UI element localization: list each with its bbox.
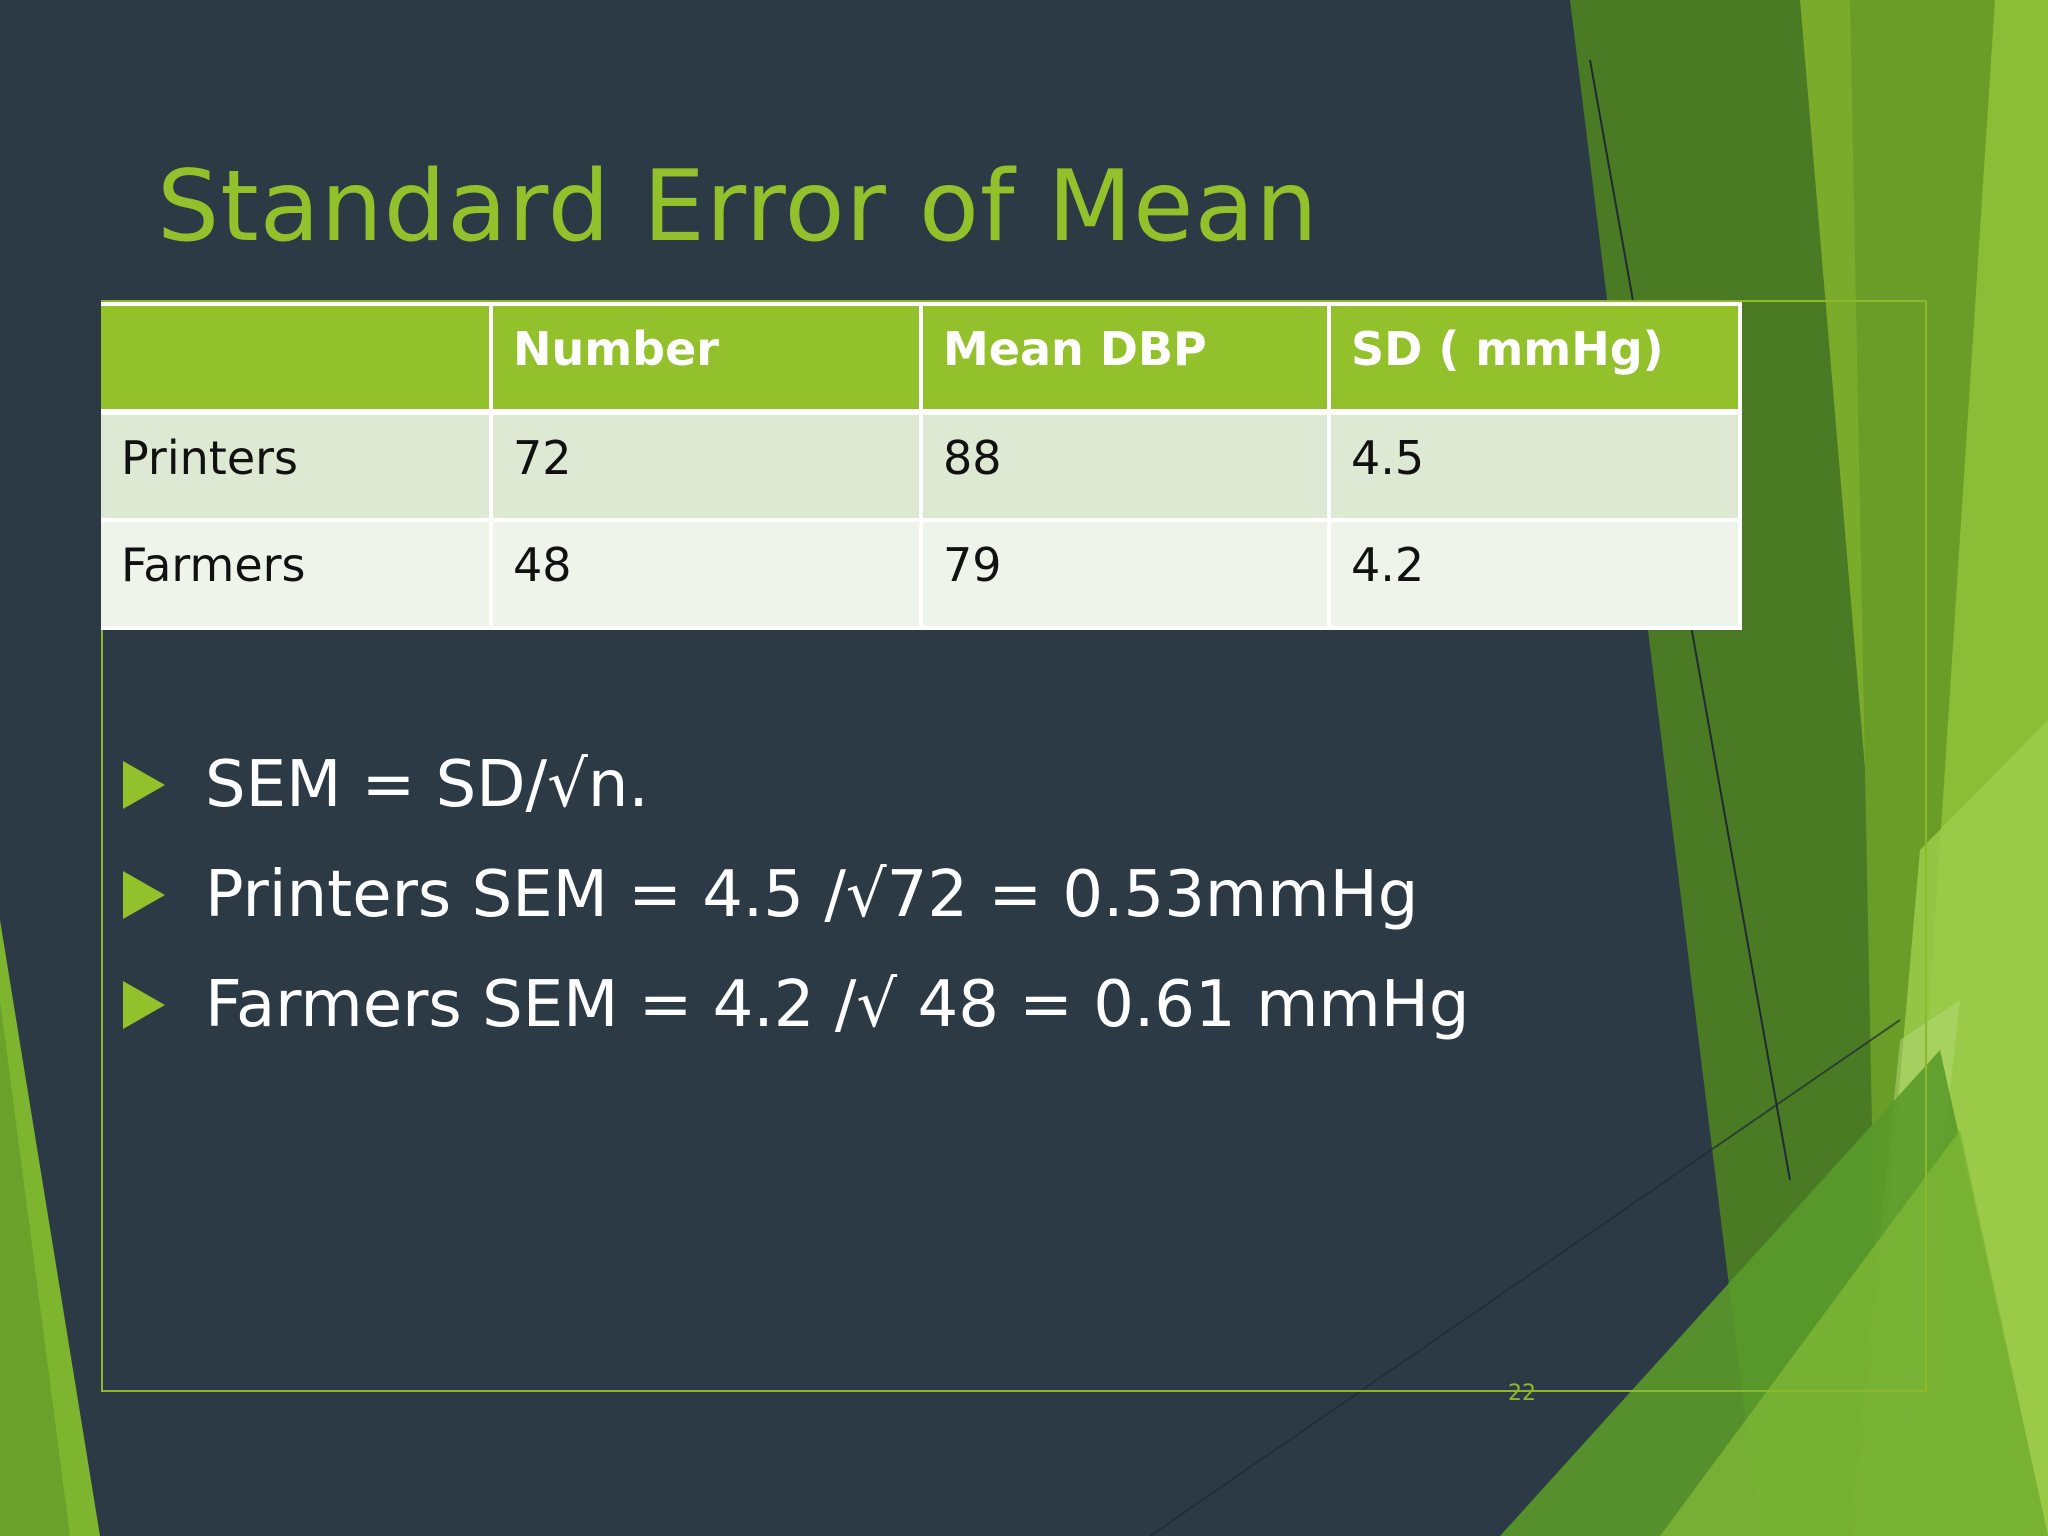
table-header-cell: SD ( mmHg) (1327, 302, 1742, 415)
content-frame (101, 300, 1927, 1392)
triangle-bullet-icon (123, 761, 165, 809)
table-row: Farmers 48 79 4.2 (101, 518, 1742, 630)
table-cell: 4.2 (1327, 518, 1742, 630)
bullet-text: Farmers SEM = 4.2 /√ 48 = 0.61 mmHg (205, 968, 1470, 1042)
list-item: Farmers SEM = 4.2 /√ 48 = 0.61 mmHg (123, 950, 1470, 1060)
triangle-bullet-icon (123, 871, 165, 919)
table-row: Printers 72 88 4.5 (101, 410, 1742, 522)
table-header-cell: Mean DBP (919, 302, 1331, 415)
table-cell: 88 (919, 410, 1331, 522)
table-header-cell: Number (489, 302, 923, 415)
table-cell: 72 (489, 410, 923, 522)
bullet-text: Printers SEM = 4.5 /√72 = 0.53mmHg (205, 858, 1419, 932)
table-cell: 79 (919, 518, 1331, 630)
triangle-bullet-icon (123, 981, 165, 1029)
list-item: Printers SEM = 4.5 /√72 = 0.53mmHg (123, 840, 1470, 950)
slide-title: Standard Error of Mean (157, 150, 1319, 264)
table-cell: 4.5 (1327, 410, 1742, 522)
stats-table: Number Mean DBP SD ( mmHg) Printers 72 8… (101, 302, 1742, 630)
table-header-row: Number Mean DBP SD ( mmHg) (101, 302, 1742, 415)
table-header-cell (101, 302, 493, 415)
list-item: SEM = SD/√n. (123, 730, 1470, 840)
table-cell: Farmers (101, 518, 493, 630)
bullet-text: SEM = SD/√n. (205, 748, 649, 822)
table-cell: Printers (101, 410, 493, 522)
page-number: 22 (1508, 1381, 1536, 1406)
bullet-list: SEM = SD/√n. Printers SEM = 4.5 /√72 = 0… (123, 730, 1470, 1060)
table-cell: 48 (489, 518, 923, 630)
